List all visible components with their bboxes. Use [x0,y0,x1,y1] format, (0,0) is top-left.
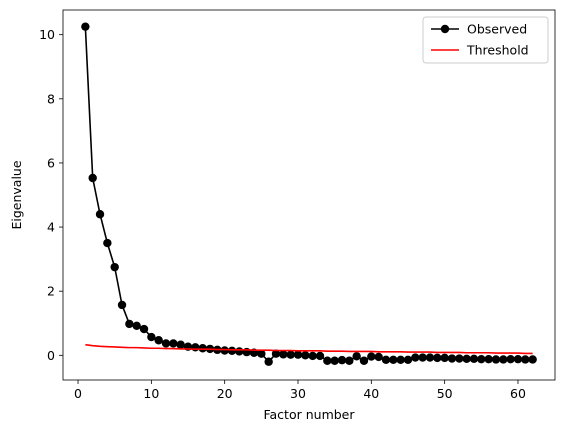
x-axis-label: Factor number [263,407,355,422]
x-tick-label: 10 [143,386,159,401]
observed-data-point [264,357,273,366]
x-tick-label: 20 [217,386,233,401]
observed-data-point [315,351,325,361]
observed-data-point [176,340,185,349]
observed-data-point [352,352,361,361]
observed-data-point [323,356,332,365]
y-tick-label: 0 [47,348,55,363]
observed-data-point [381,355,391,364]
observed-data-point [425,353,435,362]
observed-data-point [367,352,376,361]
observed-data-point [161,339,171,348]
legend-threshold-label: Threshold [466,43,529,58]
x-tick-label: 0 [74,386,82,401]
observed-data-point [513,354,523,364]
observed-data-point [469,354,479,364]
observed-data-point [418,353,427,362]
observed-data-point [521,355,530,364]
observed-data-point [301,351,310,360]
observed-data-point [147,332,156,342]
legend-observed-label: Observed [467,22,527,37]
observed-data-point [235,347,244,356]
observed-data-point [506,354,515,364]
observed-data-point [484,354,493,364]
observed-data-point [125,319,134,329]
observed-data-point [132,321,141,331]
legend-observed-marker [440,24,450,34]
observed-data-point [103,238,112,248]
observed-data-point [345,356,354,365]
y-tick-label: 6 [47,155,55,170]
observed-data-point [359,356,369,365]
x-tick-label: 50 [437,386,453,401]
observed-data-point [117,300,127,310]
observed-data-point [528,355,537,364]
observed-series-line [84,26,533,363]
observed-data-point [154,336,163,345]
observed-data-point [477,354,486,364]
observed-data-point [403,355,413,364]
observed-data-point [110,262,119,272]
observed-data-point [308,351,317,361]
observed-data-point [257,349,266,358]
observed-data-point [198,344,207,353]
y-tick-label: 4 [47,220,55,235]
observed-data-point [462,354,471,364]
observed-data-point [293,350,303,359]
observed-data-point [88,173,97,183]
observed-data-point [81,22,90,31]
observed-data-point [220,346,229,355]
observed-data-point [389,355,398,364]
observed-data-point [411,353,420,362]
observed-data-point [286,350,295,359]
observed-data-point [271,349,281,358]
plot-area [81,22,537,366]
x-tick-label: 30 [290,386,306,401]
axes: 0 10 20 30 40 50 60 0 2 4 6 8 10 [39,9,556,401]
observed-data-point [374,352,383,362]
legend: Observed Threshold [422,16,549,64]
observed-data-point [337,355,347,365]
observed-data-point [139,324,149,334]
y-tick-label: 8 [47,91,55,106]
observed-data-point [227,346,237,356]
observed-data-point [447,354,457,363]
axes-frame [62,9,556,381]
observed-data-point [95,210,105,219]
x-tick-label: 60 [510,386,526,401]
observed-data-point [455,354,464,363]
y-tick-label: 2 [47,284,55,299]
observed-data-point [491,355,501,364]
observed-data-point [191,343,200,352]
threshold-series-line [85,343,533,355]
observed-data-point [330,356,339,365]
observed-data-point [169,339,178,348]
observed-data-point [279,350,288,359]
x-tick-label: 40 [363,386,379,401]
observed-data-point [433,353,442,363]
observed-data-point [499,355,508,364]
observed-data-point [440,353,449,363]
y-axis-label: Eigenvalue [9,160,24,229]
y-tick-label: 10 [39,27,55,42]
observed-data-point [396,355,405,364]
